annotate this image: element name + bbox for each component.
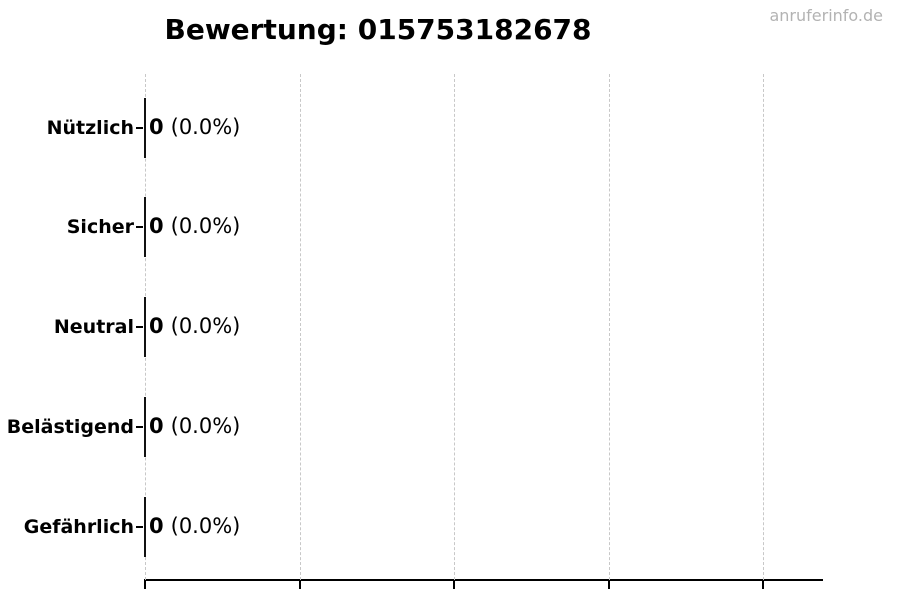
x-axis-tick [298, 581, 301, 589]
x-axis-tick [762, 581, 764, 589]
value-count: 0 [149, 314, 164, 339]
category-label: Gefährlich [23, 516, 134, 539]
bar [144, 497, 146, 558]
value-count: 0 [149, 514, 164, 539]
value-percent: (0.0%) [170, 314, 241, 339]
value-percent: (0.0%) [170, 214, 241, 239]
value-count: 0 [149, 114, 164, 139]
category-label: Sicher [66, 216, 134, 239]
value-label: 0 (0.0%) [149, 513, 240, 540]
y-axis-tick [136, 326, 143, 329]
y-axis-tick [136, 426, 143, 429]
value-percent: (0.0%) [170, 114, 241, 139]
value-label: 0 (0.0%) [149, 313, 240, 340]
value-label: 0 (0.0%) [149, 213, 240, 240]
bar [144, 97, 146, 158]
category-label: Belästigend [6, 416, 134, 439]
gridline [608, 74, 610, 580]
gridline [763, 74, 764, 580]
x-axis-tick [607, 581, 610, 589]
value-label: 0 (0.0%) [149, 114, 240, 141]
gridline [299, 74, 301, 580]
value-count: 0 [149, 214, 164, 239]
bar [144, 397, 146, 458]
bar [144, 197, 146, 258]
category-label: Neutral [53, 316, 134, 339]
x-axis-line [144, 579, 823, 581]
value-label: 0 (0.0%) [149, 413, 240, 440]
chart-title: Bewertung: 015753182678 [164, 13, 592, 46]
y-axis-tick [136, 226, 143, 229]
x-axis-tick [144, 581, 146, 589]
y-axis-tick [136, 126, 143, 129]
gridline [454, 74, 455, 580]
category-label: Nützlich [46, 116, 134, 139]
x-axis-tick [453, 581, 455, 589]
y-axis-tick [136, 526, 143, 529]
value-count: 0 [149, 414, 164, 439]
value-percent: (0.0%) [170, 414, 241, 439]
value-percent: (0.0%) [170, 514, 241, 539]
bar [144, 297, 146, 358]
watermark: anruferinfo.de [769, 6, 883, 25]
